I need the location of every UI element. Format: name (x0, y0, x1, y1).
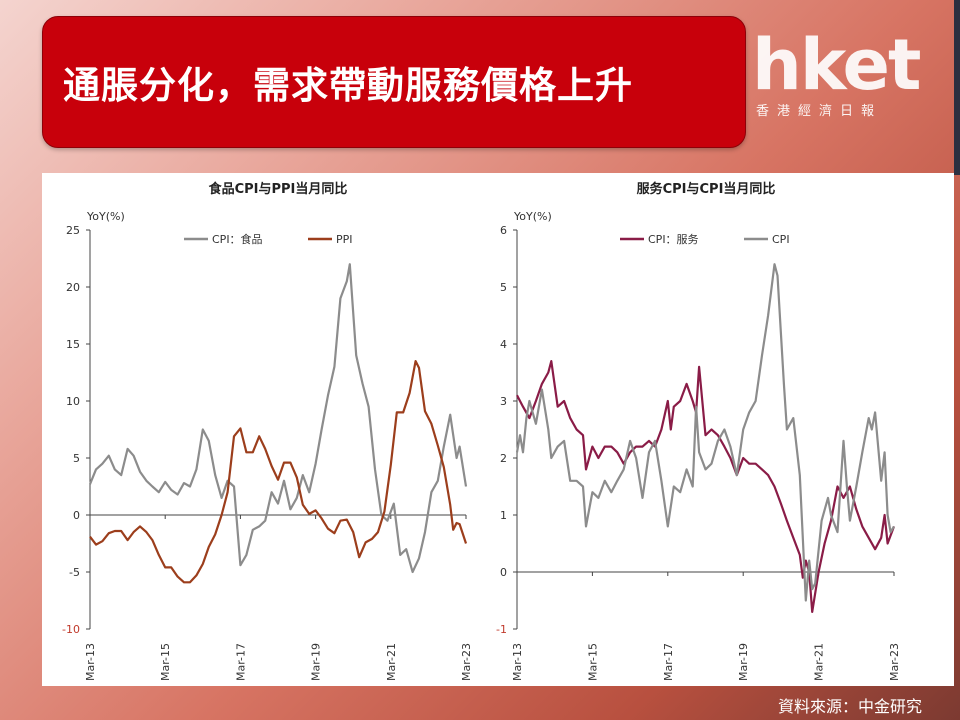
legend-label-2: PPI (336, 233, 353, 246)
y-tick-label: 2 (500, 452, 507, 465)
y-tick-label: 6 (500, 224, 507, 237)
x-tick-label: Mar-19 (737, 643, 750, 681)
y-tick-label: -5 (69, 566, 80, 579)
y-axis-label: YoY(%) (513, 210, 552, 223)
x-tick-label: Mar-19 (310, 643, 323, 681)
y-tick-label: 25 (66, 224, 80, 237)
title-banner: 通脹分化，需求帶動服務價格上升 (42, 16, 746, 148)
y-tick-label: 1 (500, 509, 507, 522)
y-tick-label: 10 (66, 395, 80, 408)
x-tick-label: Mar-15 (586, 643, 599, 681)
y-tick-label: 20 (66, 281, 80, 294)
hket-logo: hket 香港經濟日報 (752, 24, 922, 119)
series-line-2 (89, 360, 468, 584)
x-tick-label: Mar-23 (888, 643, 901, 681)
y-tick-label: 3 (500, 395, 507, 408)
legend-label-2: CPI (772, 233, 790, 246)
decorative-strip (954, 0, 960, 175)
series-line-1 (516, 360, 896, 613)
x-tick-label: Mar-17 (662, 643, 675, 681)
chart-panel: 食品CPI与PPI当月同比 YoY(%) 25 20 15 10 5 0 -5 -10 Mar-13… (42, 173, 954, 686)
logo-wordmark: hket (752, 24, 921, 106)
logo-subtitle: 香港經濟日報 (756, 104, 883, 119)
y-axis-label: YoY(%) (86, 210, 125, 223)
x-tick-label: Mar-13 (84, 643, 97, 681)
y-tick-label: 15 (66, 338, 80, 351)
x-tick-label: Mar-21 (813, 643, 826, 681)
chart-title: 服务CPI与CPI当月同比 (637, 181, 776, 197)
legend-label-1: CPI：食品 (212, 232, 263, 246)
source-note: 資料來源：中金研究 (777, 697, 922, 716)
y-tick-label: 5 (73, 452, 80, 465)
x-tick-label: Mar-13 (511, 643, 524, 681)
series-line-2 (515, 263, 895, 602)
y-tick-label: 4 (500, 338, 507, 351)
x-tick-label: Mar-17 (234, 643, 247, 681)
y-tick-label: -10 (62, 623, 80, 636)
y-tick-label: -1 (496, 623, 507, 636)
y-tick-label: 5 (500, 281, 507, 294)
y-tick-label: 0 (73, 509, 80, 522)
x-tick-label: Mar-21 (385, 643, 398, 681)
y-tick-label: 0 (500, 566, 507, 579)
charts-svg: 食品CPI与PPI当月同比YoY(%)2520151050-5-10Mar-13… (62, 181, 901, 681)
chart-title: 食品CPI与PPI当月同比 (209, 181, 348, 197)
x-tick-label: Mar-15 (159, 643, 172, 681)
x-tick-label: Mar-23 (460, 643, 473, 681)
legend-label-1: CPI：服务 (648, 233, 699, 246)
series-line-1 (88, 263, 468, 574)
slide-title: 通脹分化，需求帶動服務價格上升 (63, 64, 633, 107)
